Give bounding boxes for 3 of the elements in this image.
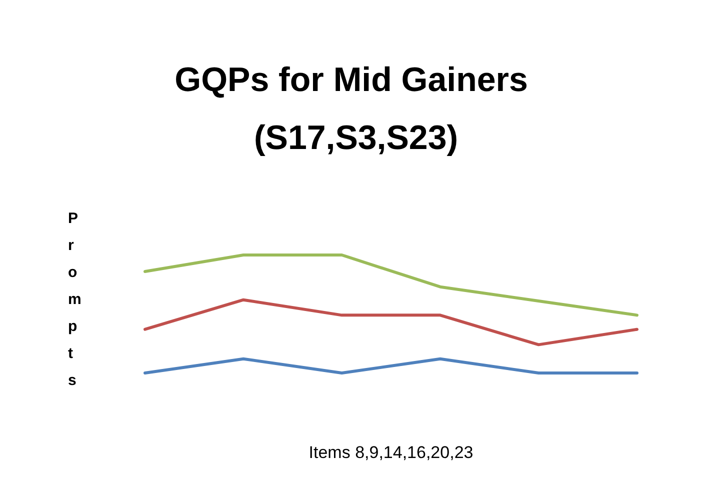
y-axis-title: Prompts xyxy=(68,210,82,389)
x-axis-title: Items 8,9,14,16,20,23 xyxy=(308,443,474,462)
chart-title: GQPs for Mid Gainers (S17,S3,S23) xyxy=(174,61,538,157)
